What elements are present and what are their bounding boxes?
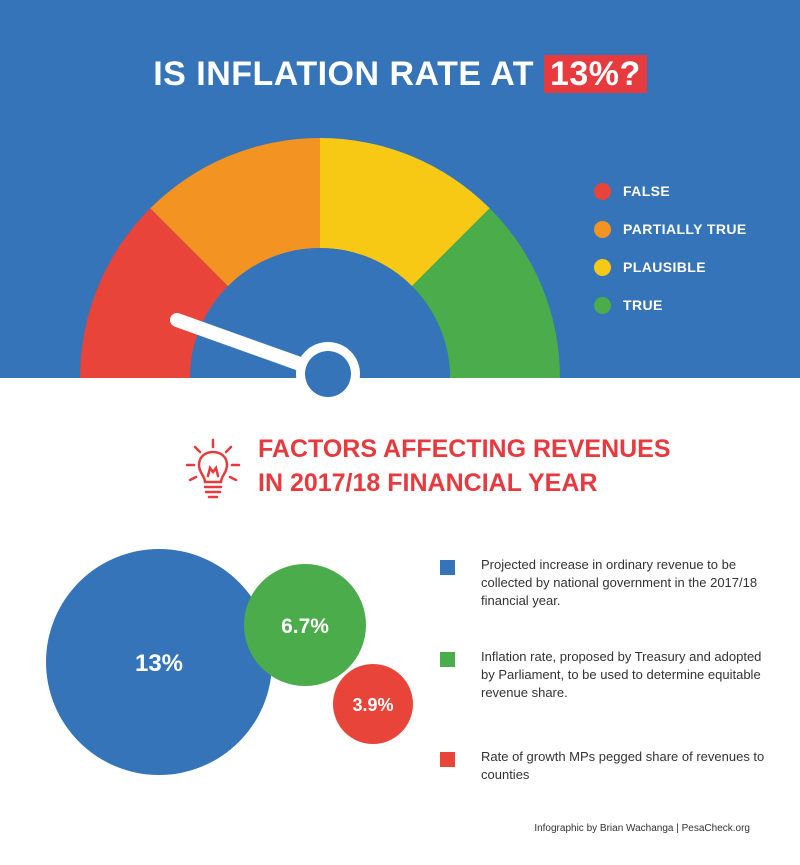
factors-title-line2: IN 2017/18 FINANCIAL YEAR xyxy=(258,469,598,497)
legend-label: FALSE xyxy=(623,183,671,199)
legend-item-true: TRUE xyxy=(594,286,747,324)
gauge-segment-plausible xyxy=(320,138,490,287)
factor-marker-red xyxy=(440,752,455,767)
legend-dot-false xyxy=(594,182,611,200)
lightbulb-icon xyxy=(185,438,241,499)
factors-title-line1: FACTORS AFFECTING REVENUES xyxy=(258,435,671,463)
verdict-gauge xyxy=(60,138,580,420)
factor-marker-blue xyxy=(440,560,455,575)
bubble-3-9-label: 3.9% xyxy=(352,695,393,715)
factor-text: Inflation rate, proposed by Treasury and… xyxy=(481,649,762,700)
gauge-segment-partially-true xyxy=(150,138,320,287)
page-title: IS INFLATION RATE AT 13%? xyxy=(0,55,800,94)
factor-item-inflation: Inflation rate, proposed by Treasury and… xyxy=(440,648,771,702)
legend-dot-true xyxy=(594,296,611,314)
factor-text: Projected increase in ordinary revenue t… xyxy=(481,557,758,608)
gauge-segment-true xyxy=(411,208,560,378)
factor-item-counties: Rate of growth MPs pegged share of reven… xyxy=(440,748,771,784)
legend-dot-partially-true xyxy=(594,220,611,238)
title-highlight: 13%? xyxy=(543,55,647,93)
factor-marker-green xyxy=(440,652,455,667)
gauge-segment-false xyxy=(80,208,229,378)
title-prefix: IS INFLATION RATE AT xyxy=(153,55,544,93)
value-bubbles: 13% 6.7% 3.9% xyxy=(46,549,413,775)
bubble-6-7-label: 6.7% xyxy=(281,615,329,638)
legend-item-partially-true: PARTIALLY TRUE xyxy=(594,210,747,248)
legend-item-plausible: PLAUSIBLE xyxy=(594,248,747,286)
legend-label: PARTIALLY TRUE xyxy=(623,221,747,237)
bubble-6-7 xyxy=(244,564,366,686)
factor-text: Rate of growth MPs pegged share of reven… xyxy=(481,749,765,782)
bubble-13 xyxy=(46,549,272,775)
verdict-legend: FALSE PARTIALLY TRUE PLAUSIBLE TRUE xyxy=(594,172,747,324)
legend-item-false: FALSE xyxy=(594,172,747,210)
bubble-3-9 xyxy=(333,664,413,744)
factors-title: FACTORS AFFECTING REVENUES IN 2017/18 FI… xyxy=(258,432,671,500)
factor-item-revenue: Projected increase in ordinary revenue t… xyxy=(440,556,771,610)
bubble-13-label: 13% xyxy=(135,650,183,677)
legend-label: TRUE xyxy=(623,297,663,313)
credit-line: Infographic by Brian Wachanga | PesaChec… xyxy=(534,823,750,834)
legend-dot-plausible xyxy=(594,258,611,276)
legend-label: PLAUSIBLE xyxy=(623,259,706,275)
gauge-hub-center xyxy=(305,351,351,397)
